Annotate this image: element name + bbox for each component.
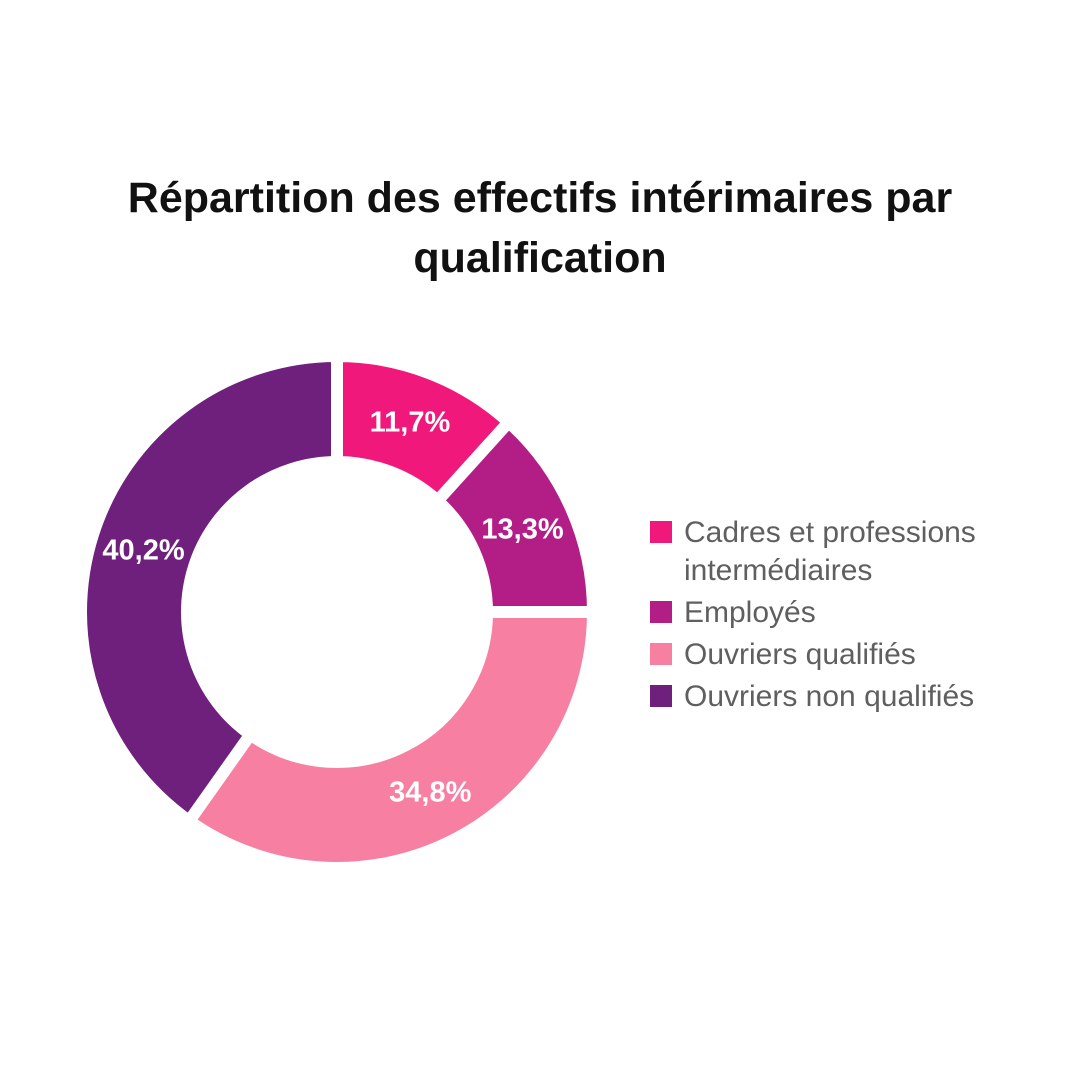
- legend-item-cadres: Cadres et professions intermédiaires: [650, 514, 1070, 590]
- legend-item-ouvriers-qualifies: Ouvriers qualifiés: [650, 636, 1070, 674]
- legend-swatch-ouvriers-qualifies: [650, 643, 672, 665]
- legend-item-employes: Employés: [650, 594, 1070, 632]
- legend-label-ouvriers-qualifies: Ouvriers qualifiés: [684, 638, 916, 671]
- legend-swatch-employes: [650, 601, 672, 623]
- slice-label-employes: 13,3%: [481, 514, 563, 546]
- slice-label-ouvriers-non-qualifies: 40,2%: [102, 534, 184, 566]
- legend-swatch-cadres: [650, 521, 672, 543]
- donut-slice-ouvriers-non-qualifies: [75, 349, 343, 830]
- legend-label-employes: Employés: [684, 596, 816, 629]
- slice-label-ouvriers-qualifies: 34,8%: [389, 776, 471, 808]
- slice-label-cadres: 11,7%: [370, 407, 451, 439]
- donut-slice-ouvriers-qualifies: [180, 606, 600, 874]
- legend-label-cadres: Cadres et professions intermédiaires: [684, 516, 976, 587]
- chart-title: Répartition des effectifs intérimaires p…: [127, 174, 953, 282]
- legend-item-ouvriers-non-qualifies: Ouvriers non qualifiés: [650, 678, 1070, 716]
- legend: Cadres et professions intermédiaires Emp…: [650, 514, 1070, 720]
- legend-swatch-ouvriers-non-qualifies: [650, 685, 672, 707]
- legend-label-ouvriers-non-qualifies: Ouvriers non qualifiés: [684, 680, 975, 713]
